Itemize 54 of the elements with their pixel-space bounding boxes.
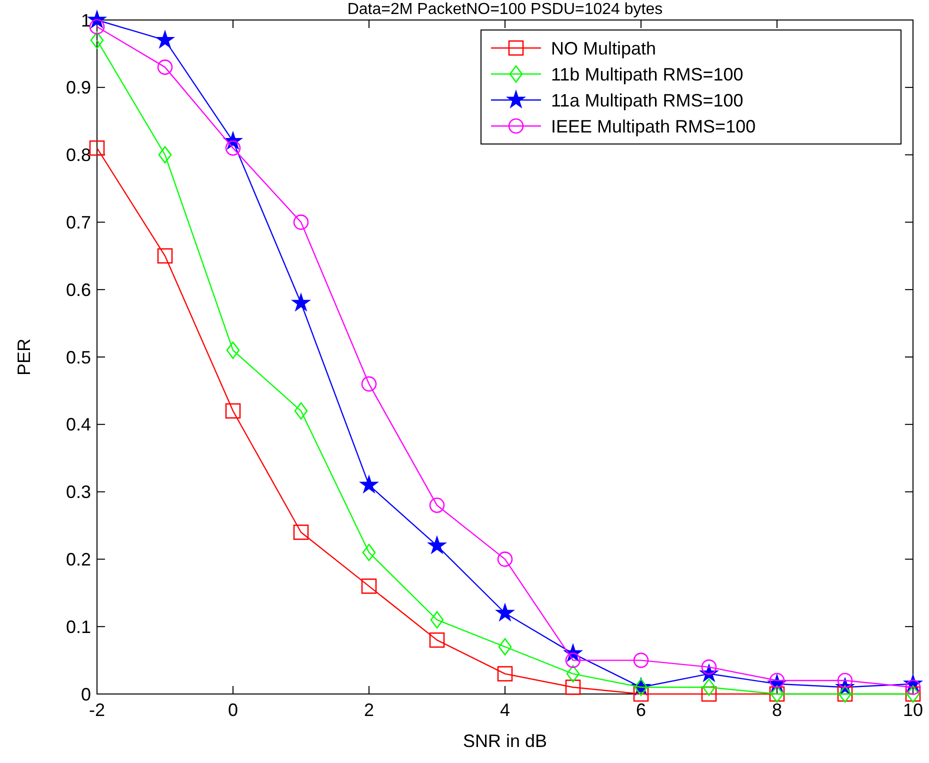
y-tick-label: 0 <box>80 684 91 704</box>
y-tick-label: 0.1 <box>66 616 91 637</box>
point <box>226 342 240 359</box>
point <box>362 544 376 562</box>
chart-title: Data=2M PacketNO=100 PSDU=1024 bytes <box>347 1 663 18</box>
point <box>361 376 377 392</box>
legend-label: IEEE Multipath RMS=100 <box>551 116 756 136</box>
x-tick-label: 4 <box>500 700 510 720</box>
point <box>566 665 580 682</box>
point <box>429 498 445 513</box>
point <box>294 402 308 420</box>
x-tick-label: 6 <box>636 700 646 720</box>
point <box>293 214 309 230</box>
point <box>430 611 444 629</box>
y-tick-label: 0.7 <box>66 212 91 232</box>
point <box>90 32 104 49</box>
point <box>565 680 581 695</box>
point <box>498 638 512 656</box>
x-tick-label: 2 <box>364 700 374 720</box>
point <box>429 632 445 648</box>
point <box>293 524 309 540</box>
point <box>156 31 174 48</box>
y-tick-label: 0.6 <box>66 280 91 300</box>
x-tick-label: -2 <box>88 700 106 720</box>
point <box>360 476 378 493</box>
y-tick-label: 0.2 <box>66 550 91 570</box>
point <box>633 652 649 668</box>
y-tick-label: 0.3 <box>66 482 91 502</box>
point <box>292 294 310 311</box>
point <box>702 678 716 696</box>
legend-label: 11a Multipath RMS=100 <box>551 90 744 110</box>
x-axis-title: SNR in dB <box>462 731 548 751</box>
point <box>497 666 513 682</box>
x-tick-label: 8 <box>772 700 782 720</box>
point <box>497 552 513 567</box>
point <box>89 140 105 156</box>
y-tick-label: 0.8 <box>66 145 91 166</box>
x-tick-label: 0 <box>228 700 238 720</box>
point <box>361 578 377 594</box>
point <box>158 146 172 164</box>
point <box>428 536 446 554</box>
x-tick-label: 10 <box>902 700 924 720</box>
point <box>157 60 173 75</box>
point <box>496 604 514 621</box>
y-tick-label: 1 <box>80 10 91 30</box>
point <box>225 403 241 419</box>
y-tick-label: 0.5 <box>66 347 91 368</box>
legend-label: NO Multipath <box>551 38 656 58</box>
legend-label: 11b Multipath RMS=100 <box>551 64 744 84</box>
point <box>701 686 717 702</box>
point <box>157 248 173 264</box>
y-tick-label: 0.9 <box>66 78 91 98</box>
y-axis-title: PER <box>14 338 34 376</box>
y-tick-label: 0.4 <box>66 414 91 435</box>
